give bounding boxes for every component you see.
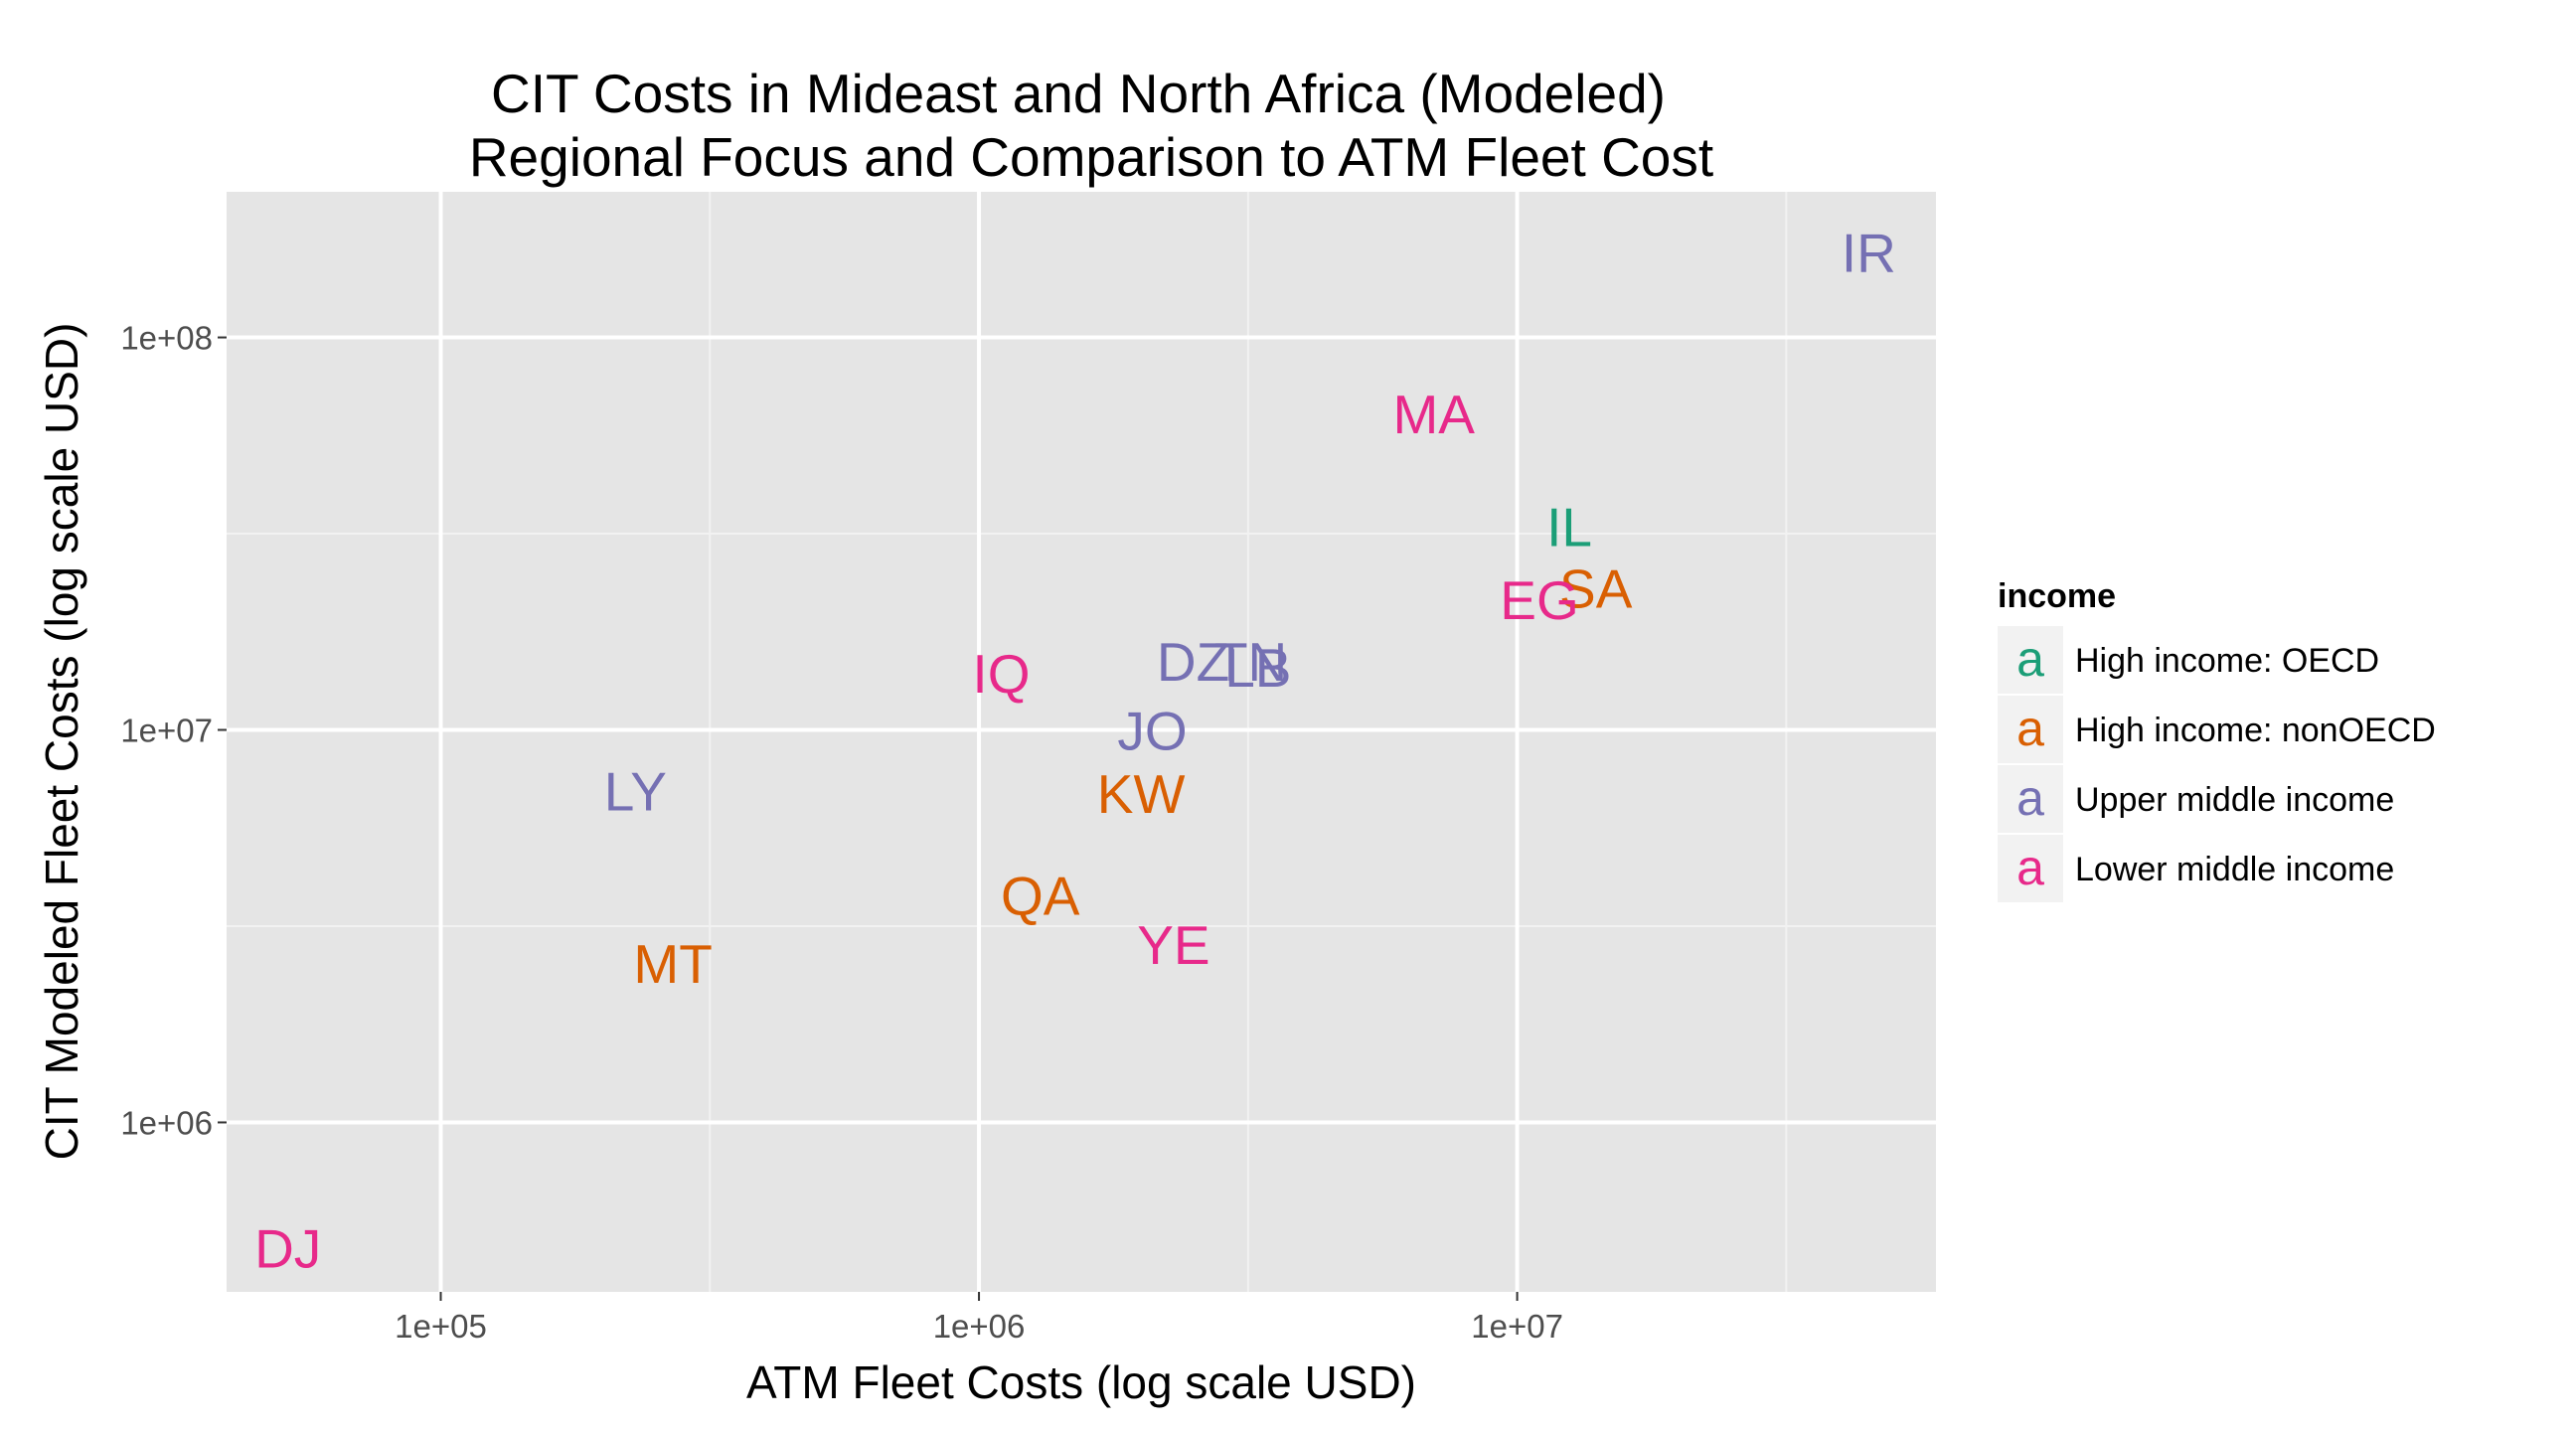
minor-gridlines	[227, 192, 1936, 1292]
point-label-ma: MA	[1392, 384, 1475, 445]
legend-label: High income: nonOECD	[2075, 712, 2436, 749]
point-label-qa: QA	[1001, 865, 1080, 926]
plot-panel	[227, 192, 1936, 1292]
chart-subtitle: Regional Focus and Comparison to ATM Fle…	[469, 126, 1713, 188]
point-label-iq: IQ	[972, 643, 1030, 705]
legend-key-glyph: a	[2016, 840, 2044, 895]
legend-key	[1998, 765, 2063, 833]
legend-key	[1998, 626, 2063, 694]
legend-label: High income: OECD	[2075, 642, 2379, 680]
point-label-sa: SA	[1559, 558, 1633, 620]
point-label-lb: LB	[1224, 637, 1291, 699]
point-label-tn: TN	[1214, 631, 1287, 693]
chart-title: CIT Costs in Mideast and North Africa (M…	[491, 63, 1666, 124]
y-tick-label: 1e+06	[120, 1104, 213, 1141]
y-tick-label: 1e+08	[120, 320, 213, 357]
y-tick-label: 1e+07	[120, 713, 213, 749]
legend-label: Upper middle income	[2075, 781, 2394, 819]
legend-title: income	[1998, 577, 2116, 615]
point-label-il: IL	[1546, 497, 1592, 558]
legend: income a High income: OECD a High income: n…	[1998, 577, 2436, 902]
x-tick-label: 1e+05	[395, 1308, 487, 1345]
point-label-dj: DJ	[254, 1217, 321, 1279]
legend-key	[1998, 696, 2063, 763]
x-tick-label: 1e+07	[1471, 1308, 1563, 1345]
major-gridlines	[227, 192, 1936, 1292]
point-label-ir: IR	[1842, 223, 1896, 284]
point-label-jo: JO	[1117, 701, 1187, 762]
y-axis: 1e+06 1e+07 1e+08	[120, 320, 227, 1141]
point-label-eg: EG	[1500, 569, 1578, 631]
x-axis-title: ATM Fleet Costs (log scale USD)	[746, 1356, 1416, 1408]
legend-entries: a High income: OECD a High income: nonOECD a…	[1998, 626, 2436, 902]
y-axis-title: CIT Modeled Fleet Costs (log scale USD)	[36, 323, 87, 1161]
legend-key	[1998, 835, 2063, 902]
point-label-ye: YE	[1137, 914, 1209, 976]
x-tick-label: 1e+06	[933, 1308, 1026, 1345]
legend-label: Lower middle income	[2075, 851, 2394, 888]
legend-key-glyph: a	[2016, 631, 2044, 687]
legend-key-glyph: a	[2016, 701, 2044, 756]
point-label-dz: DZ	[1157, 631, 1229, 693]
x-axis: 1e+05 1e+06 1e+07	[395, 1292, 1563, 1345]
point-label-kw: KW	[1097, 763, 1186, 825]
legend-key-glyph: a	[2016, 770, 2044, 826]
point-label-ly: LY	[604, 761, 667, 823]
point-label-mt: MT	[633, 933, 712, 995]
